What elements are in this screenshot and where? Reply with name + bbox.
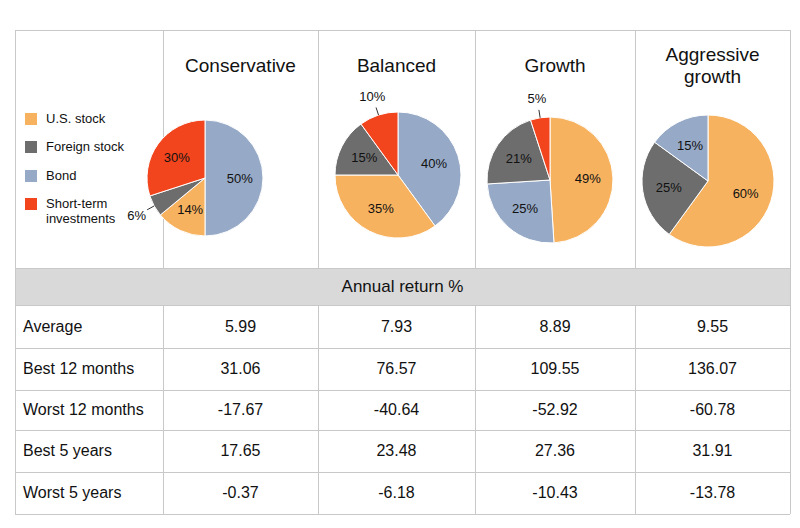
- html-text:-0.37: -0.37: [222, 484, 259, 501]
- svg-text:25%: 25%: [512, 201, 538, 216]
- html-text:109.55: 109.55: [530, 360, 580, 377]
- html-text:31.91: 31.91: [692, 442, 733, 459]
- html-text:Conservative: Conservative: [185, 55, 296, 76]
- svg-text:50%: 50%: [227, 171, 253, 186]
- svg-text:25%: 25%: [656, 180, 682, 195]
- html-text:Bond: Bond: [46, 168, 77, 183]
- svg-text:30%: 30%: [164, 150, 190, 165]
- svg-text:35%: 35%: [368, 201, 394, 216]
- svg-text:6%: 6%: [127, 208, 146, 223]
- html-text:136.07: 136.07: [688, 360, 737, 377]
- html-text:8.89: 8.89: [539, 317, 571, 335]
- html-text:Best 12 months: Best 12 months: [23, 360, 135, 377]
- html-text:Balanced: Balanced: [356, 55, 437, 76]
- svg-text:40%: 40%: [421, 156, 447, 171]
- html-text:Average: Average: [23, 317, 83, 335]
- svg-text:49%: 49%: [575, 171, 601, 186]
- html-text:Foreign stock: Foreign stock: [46, 139, 124, 154]
- html-text:-17.67: -17.67: [217, 401, 264, 418]
- html-text:Short-term investments: Short-term investments: [46, 196, 116, 226]
- html-text:-6.18: -6.18: [378, 484, 415, 501]
- html-text:Growth: Growth: [524, 55, 586, 76]
- html-text:23.48: 23.48: [376, 442, 417, 459]
- html-text:Best 5 years: Best 5 years: [23, 442, 112, 459]
- html-text:-10.43: -10.43: [532, 484, 578, 501]
- svg-text:15%: 15%: [677, 138, 703, 153]
- html-text:27.36: 27.36: [535, 442, 575, 459]
- html-text:U.S. stock: U.S. stock: [46, 111, 106, 126]
- html-text:Aggressive growth: Aggressive growth: [665, 44, 760, 87]
- html-text:31.06: 31.06: [220, 360, 261, 377]
- html-text:17.65: 17.65: [220, 442, 261, 459]
- html-text:-13.78: -13.78: [689, 484, 736, 501]
- html-text:7.93: 7.93: [380, 317, 413, 335]
- html-text:Annual return %: Annual return %: [341, 276, 464, 296]
- html-text:Worst 5 years: Worst 5 years: [23, 484, 122, 501]
- html-text:-40.64: -40.64: [373, 401, 420, 418]
- html-text:Worst 12 months: Worst 12 months: [23, 401, 144, 418]
- html-text:76.57: 76.57: [376, 360, 417, 377]
- html-text:9.55: 9.55: [696, 317, 729, 335]
- svg-text:14%: 14%: [177, 202, 203, 217]
- svg-text:21%: 21%: [506, 151, 532, 166]
- svg-text:10%: 10%: [359, 89, 385, 104]
- html-text:-52.92: -52.92: [532, 401, 578, 418]
- svg-text:15%: 15%: [351, 150, 377, 165]
- html-text:5.99: 5.99: [224, 317, 257, 335]
- svg-text:60%: 60%: [733, 186, 759, 201]
- html-text:-60.78: -60.78: [689, 401, 736, 418]
- svg-text:5%: 5%: [528, 91, 547, 106]
